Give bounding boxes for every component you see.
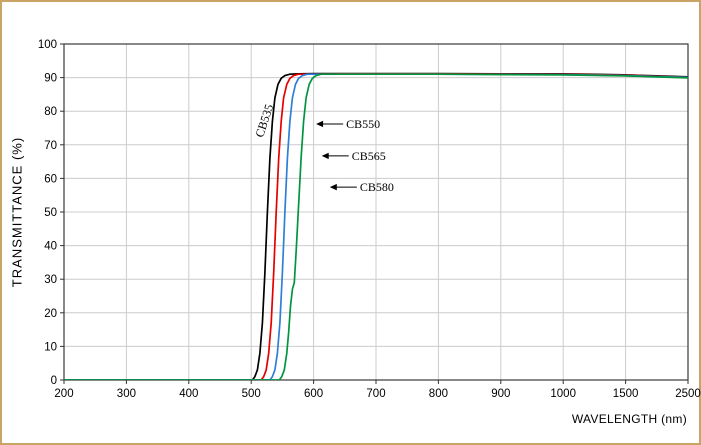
arrowhead-icon <box>329 183 337 191</box>
x-tick-label: 2500 <box>675 388 701 400</box>
x-tick-label: 600 <box>304 388 323 400</box>
y-tick-label: 40 <box>44 241 57 253</box>
y-tick-label: 60 <box>44 173 57 185</box>
annotation-CB580: CB580 <box>329 180 394 194</box>
x-tick-label: 200 <box>54 388 73 400</box>
x-tick-label: 300 <box>117 388 136 400</box>
y-tick-label: 50 <box>44 207 57 219</box>
x-tick-label: 800 <box>429 388 448 400</box>
x-tick-label: 500 <box>242 388 261 400</box>
x-tick-label: 400 <box>179 388 198 400</box>
y-axis-title: TRANSMITTANCE (%) <box>9 136 25 288</box>
x-tick-label: 1000 <box>550 388 576 400</box>
annotation-CB565: CB565 <box>321 149 386 163</box>
y-tick-label: 0 <box>51 375 57 387</box>
annotation-label: CB550 <box>346 117 380 131</box>
y-tick-label: 90 <box>44 73 57 85</box>
curve-CB580 <box>64 73 688 380</box>
y-tick-label: 20 <box>44 308 57 320</box>
y-tick-label: 100 <box>38 39 57 51</box>
y-tick-label: 30 <box>44 274 57 286</box>
annotation-label: CB580 <box>360 180 394 194</box>
x-axis-title: WAVELENGTH (nm) <box>571 412 687 426</box>
annotation-label: CB565 <box>352 149 386 163</box>
x-tick-label: 700 <box>366 388 385 400</box>
annotation-CB550: CB550 <box>316 117 380 131</box>
arrowhead-icon <box>321 152 329 160</box>
y-tick-label: 10 <box>44 341 57 353</box>
x-tick-label: 1500 <box>613 388 639 400</box>
x-tick-label: 900 <box>491 388 510 400</box>
y-tick-label: 80 <box>44 106 57 118</box>
y-tick-label: 70 <box>44 140 57 152</box>
arrowhead-icon <box>316 120 324 128</box>
